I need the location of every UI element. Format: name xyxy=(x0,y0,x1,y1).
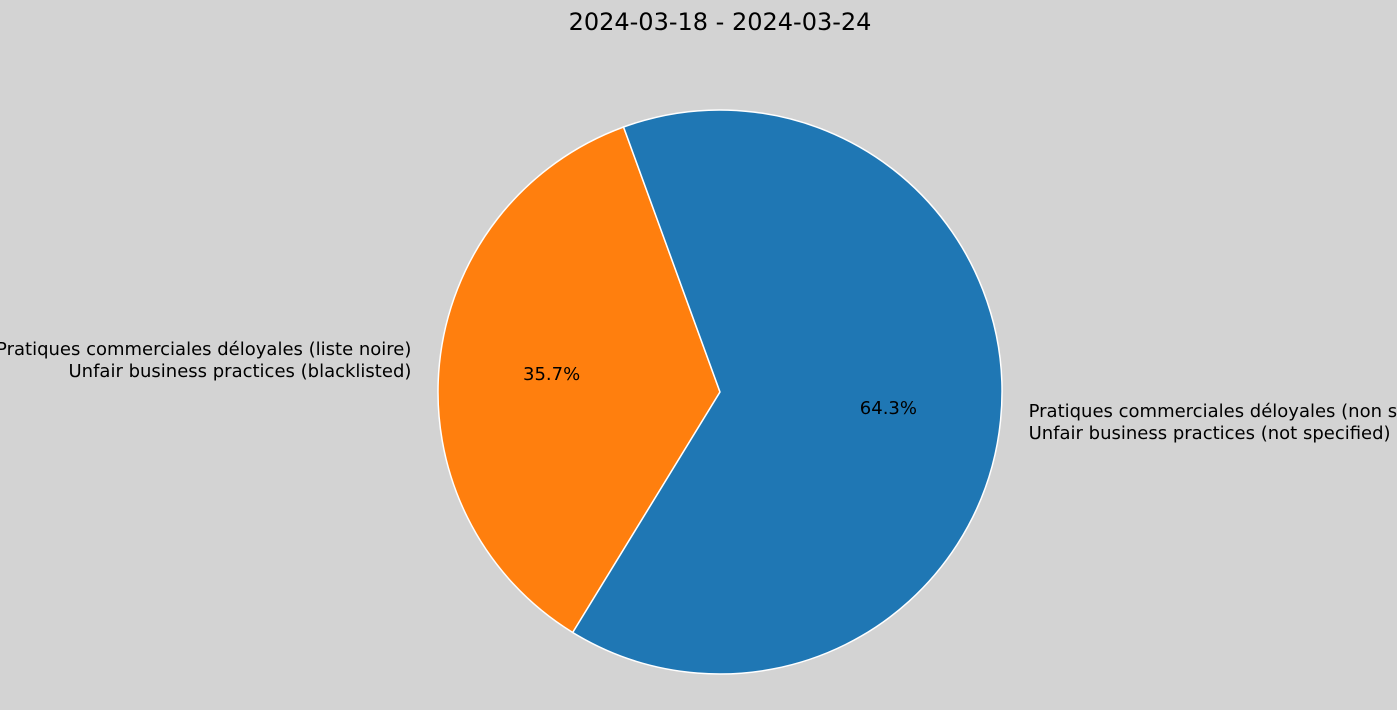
pie-category-label-1-line-1: Pratiques commerciales déloyales (non sp… xyxy=(1029,401,1397,422)
pie-category-label-0-line-1: Pratiques commerciales déloyales (liste … xyxy=(0,339,411,360)
pie-percent-label-1: 64.3% xyxy=(860,398,917,419)
chart-title: 2024-03-18 - 2024-03-24 xyxy=(569,8,872,36)
pie-slices xyxy=(437,109,1003,675)
pie-category-label-1: Pratiques commerciales déloyales (non sp… xyxy=(1029,401,1397,444)
pie-category-label-0: Pratiques commerciales déloyales (liste … xyxy=(0,339,411,382)
pie-category-label-1-line-2: Unfair business practices (not specified… xyxy=(1029,423,1391,444)
pie-category-label-0-line-2: Unfair business practices (blacklisted) xyxy=(69,361,412,382)
pie-slice-1 xyxy=(571,109,1003,675)
pie-percent-label-0: 35.7% xyxy=(523,364,580,385)
pie-labels: 35.7% Pratiques commerciales déloyales (l… xyxy=(0,339,1397,444)
